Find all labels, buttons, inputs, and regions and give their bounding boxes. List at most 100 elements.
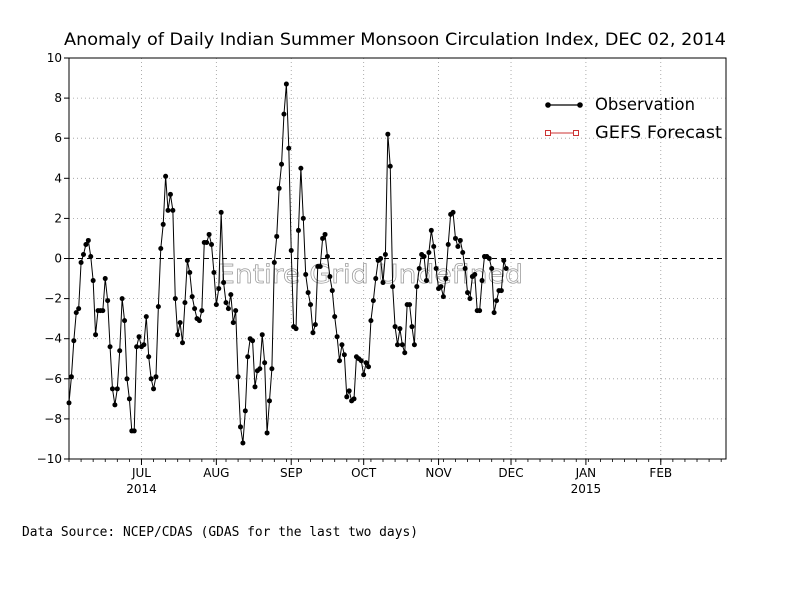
observation-point [373, 276, 379, 282]
observation-point [228, 292, 234, 298]
observation-point [411, 342, 417, 348]
observation-point [467, 296, 473, 302]
observation-point [211, 270, 217, 276]
observation-point [153, 374, 159, 380]
observation-point [182, 300, 188, 306]
y-tick-label: −2 [44, 292, 62, 306]
legend-observation-marker [577, 102, 583, 108]
chart-title: Anomaly of Daily Indian Summer Monsoon C… [64, 30, 726, 50]
observation-point [235, 374, 241, 380]
observation-point [489, 266, 495, 272]
observation-point [295, 227, 301, 233]
observation-point [327, 274, 333, 280]
x-tick-label: FEB [649, 466, 672, 480]
observation-point [397, 326, 403, 332]
observation-point [158, 245, 164, 251]
observation-point [269, 366, 275, 372]
observation-point [124, 376, 130, 382]
observation-point [279, 161, 285, 167]
observation-point [204, 239, 210, 245]
observation-point [90, 278, 96, 284]
observation-point [308, 302, 314, 308]
observation-point [414, 284, 420, 290]
x-tick-label: JUL [131, 466, 151, 480]
y-tick-label: 8 [54, 91, 62, 105]
observation-point [341, 352, 347, 358]
observation-point [109, 386, 115, 392]
observation-point [266, 398, 272, 404]
observation-point [491, 310, 497, 316]
observation-point [317, 264, 323, 270]
series-observation [66, 81, 509, 446]
observation-point [245, 354, 251, 360]
observation-point [78, 260, 84, 266]
observation-point [85, 237, 91, 243]
observation-point [472, 272, 478, 278]
observation-point [455, 243, 461, 249]
observation-point [416, 266, 422, 272]
observation-point [199, 308, 205, 314]
y-tick-label: −6 [44, 372, 62, 386]
observation-point [322, 231, 328, 237]
observation-point [233, 308, 239, 314]
observation-point [225, 306, 231, 312]
observation-point [395, 342, 400, 348]
observation-point [320, 235, 326, 241]
observation-point [189, 294, 195, 300]
observation-point [112, 402, 118, 408]
observation-point [93, 332, 99, 338]
observation-point [259, 332, 265, 338]
observation-point [407, 302, 413, 308]
x-tick-label: NOV [425, 466, 452, 480]
observation-point [310, 330, 316, 336]
observation-point [428, 227, 434, 233]
y-tick-label: 10 [47, 51, 62, 65]
observation-point [440, 294, 446, 300]
observation-point [385, 131, 391, 137]
observation-point [498, 288, 504, 294]
observation-point [344, 394, 350, 400]
observation-point [170, 207, 176, 213]
observation-point [218, 209, 224, 215]
observation-point [366, 364, 372, 370]
observation-point [334, 334, 340, 340]
observation-point [105, 298, 111, 304]
observation-point [250, 338, 256, 344]
observation-point [122, 318, 128, 324]
y-tick-label: −8 [44, 412, 62, 426]
observation-point [494, 298, 500, 304]
observation-point [221, 280, 227, 286]
observation-point [380, 280, 386, 286]
observation-point [460, 249, 466, 255]
x-tick-label: AUG [203, 466, 229, 480]
observation-point [242, 408, 248, 414]
observation-point [102, 276, 108, 282]
observation-point [80, 251, 86, 257]
observation-point [479, 278, 485, 284]
observation-point [390, 284, 396, 290]
observation-point [163, 173, 169, 179]
observation-point [486, 256, 492, 261]
observation-point [187, 270, 193, 276]
observation-point [300, 215, 306, 221]
observation-point [288, 247, 294, 253]
observation-point [445, 241, 451, 247]
x-tick-label: OCT [351, 466, 377, 480]
observation-point [501, 258, 507, 263]
legend-forecast-marker [545, 130, 551, 136]
observation-point [88, 254, 94, 259]
observation-point [209, 241, 215, 247]
observation-point [329, 288, 335, 294]
observation-point [143, 314, 149, 320]
y-tick-label: −10 [37, 452, 62, 466]
observation-point [503, 266, 509, 272]
observation-point [443, 276, 449, 282]
observation-point [324, 254, 330, 259]
observation-point [262, 360, 268, 366]
observation-point [382, 251, 388, 257]
observation-point [119, 296, 125, 302]
y-tick-label: 6 [54, 131, 62, 145]
observation-point [368, 318, 374, 324]
observation-point [286, 145, 292, 151]
observation-point [264, 430, 270, 436]
